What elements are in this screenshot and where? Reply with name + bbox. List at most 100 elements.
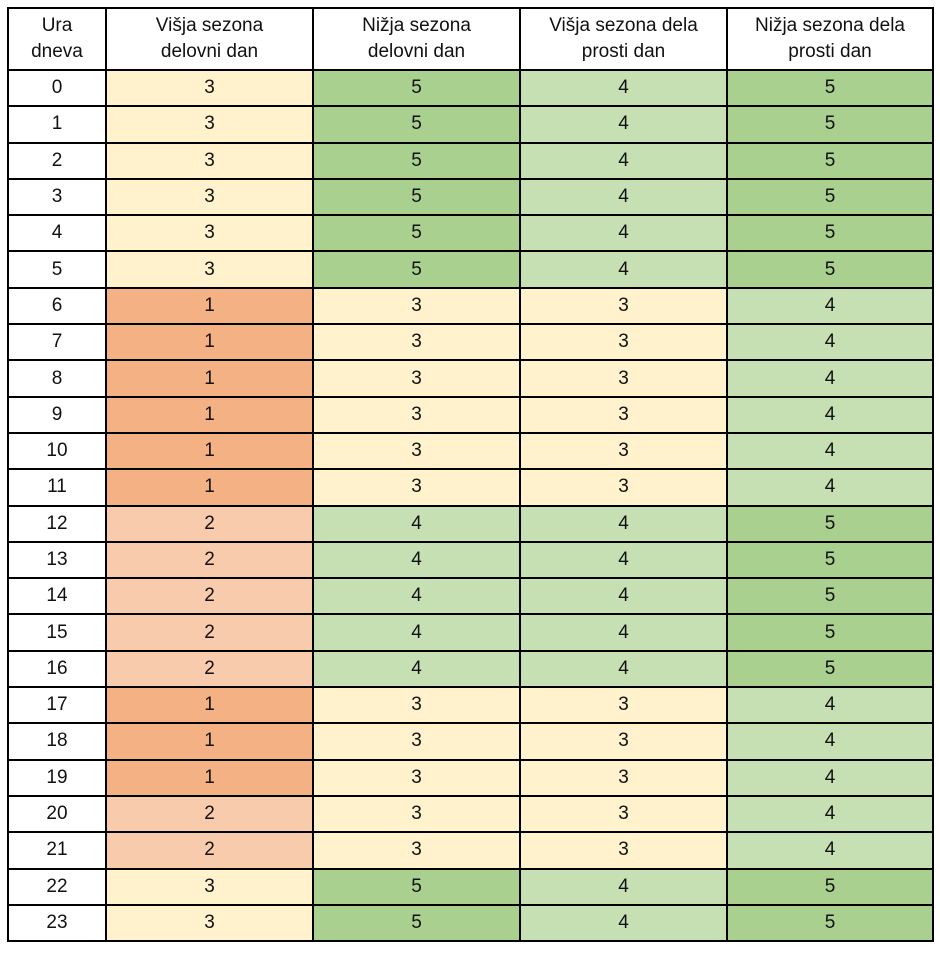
level-cell: 3 bbox=[105, 68, 314, 108]
level-cell: 4 bbox=[726, 686, 934, 725]
level-cell: 3 bbox=[105, 141, 314, 180]
level-cell: 1 bbox=[105, 722, 314, 761]
level-cell: 4 bbox=[519, 250, 728, 289]
column-header: Ura dneva bbox=[7, 7, 107, 71]
hour-cell: 21 bbox=[7, 831, 107, 870]
level-cell: 3 bbox=[105, 105, 314, 144]
level-cell: 3 bbox=[105, 867, 314, 906]
table-row: 10 1 3 3 4 bbox=[7, 431, 934, 471]
level-cell: 4 bbox=[726, 359, 934, 398]
level-cell: 4 bbox=[312, 649, 521, 689]
level-cell: 5 bbox=[726, 577, 934, 616]
hour-cell: 5 bbox=[7, 250, 107, 289]
level-cell: 5 bbox=[312, 105, 521, 144]
level-cell: 5 bbox=[312, 250, 521, 289]
table-head: Ura dneva Višja sezona delovni dan Nižja s… bbox=[7, 7, 934, 71]
hour-cell: 12 bbox=[7, 504, 107, 543]
table-row: 17 1 3 3 4 bbox=[7, 686, 934, 725]
table-row: 20 2 3 3 4 bbox=[7, 794, 934, 834]
level-cell: 1 bbox=[105, 286, 314, 326]
level-cell: 4 bbox=[519, 504, 728, 543]
hour-cell: 8 bbox=[7, 359, 107, 398]
column-header: Višja sezona delovni dan bbox=[105, 7, 314, 71]
table-row: 16 2 4 4 5 bbox=[7, 649, 934, 689]
level-cell: 5 bbox=[726, 867, 934, 906]
level-cell: 2 bbox=[105, 504, 314, 543]
level-cell: 3 bbox=[312, 722, 521, 761]
level-cell: 3 bbox=[519, 686, 728, 725]
table-row: 18 1 3 3 4 bbox=[7, 722, 934, 761]
level-cell: 5 bbox=[726, 177, 934, 217]
level-cell: 4 bbox=[519, 577, 728, 616]
table-row: 21 2 3 3 4 bbox=[7, 831, 934, 870]
level-cell: 4 bbox=[519, 68, 728, 108]
level-cell: 3 bbox=[519, 431, 728, 471]
level-cell: 4 bbox=[312, 504, 521, 543]
table-row: 14 2 4 4 5 bbox=[7, 577, 934, 616]
level-cell: 4 bbox=[519, 540, 728, 580]
level-cell: 4 bbox=[519, 105, 728, 144]
hour-cell: 11 bbox=[7, 468, 107, 507]
level-cell: 1 bbox=[105, 468, 314, 507]
table-row: 15 2 4 4 5 bbox=[7, 613, 934, 652]
hour-cell: 14 bbox=[7, 577, 107, 616]
level-cell: 5 bbox=[726, 613, 934, 652]
level-cell: 2 bbox=[105, 613, 314, 652]
level-cell: 3 bbox=[312, 831, 521, 870]
level-cell: 3 bbox=[312, 758, 521, 797]
level-cell: 4 bbox=[519, 903, 728, 943]
level-cell: 3 bbox=[519, 286, 728, 326]
level-cell: 4 bbox=[726, 395, 934, 434]
level-cell: 3 bbox=[519, 831, 728, 870]
level-cell: 3 bbox=[312, 686, 521, 725]
hour-cell: 22 bbox=[7, 867, 107, 906]
hour-cell: 1 bbox=[7, 105, 107, 144]
level-cell: 4 bbox=[519, 141, 728, 180]
level-cell: 2 bbox=[105, 794, 314, 834]
level-cell: 5 bbox=[726, 141, 934, 180]
hour-cell: 19 bbox=[7, 758, 107, 797]
hour-cell: 9 bbox=[7, 395, 107, 434]
hour-cell: 18 bbox=[7, 722, 107, 761]
level-cell: 4 bbox=[519, 649, 728, 689]
level-cell: 1 bbox=[105, 359, 314, 398]
level-cell: 3 bbox=[312, 323, 521, 362]
hour-cell: 15 bbox=[7, 613, 107, 652]
level-cell: 5 bbox=[312, 903, 521, 943]
level-cell: 5 bbox=[726, 903, 934, 943]
level-cell: 3 bbox=[519, 758, 728, 797]
level-cell: 4 bbox=[726, 431, 934, 471]
level-cell: 2 bbox=[105, 540, 314, 580]
table-row: 19 1 3 3 4 bbox=[7, 758, 934, 797]
level-cell: 3 bbox=[519, 468, 728, 507]
level-cell: 4 bbox=[726, 722, 934, 761]
hour-cell: 0 bbox=[7, 68, 107, 108]
level-cell: 4 bbox=[312, 613, 521, 652]
hour-cell: 10 bbox=[7, 431, 107, 471]
hour-cell: 7 bbox=[7, 323, 107, 362]
hour-cell: 20 bbox=[7, 794, 107, 834]
level-cell: 4 bbox=[726, 758, 934, 797]
column-header: Višja sezona dela prosti dan bbox=[519, 7, 728, 71]
level-cell: 5 bbox=[726, 105, 934, 144]
level-cell: 5 bbox=[312, 214, 521, 253]
column-header: Nižja sezona dela prosti dan bbox=[726, 7, 934, 71]
level-cell: 4 bbox=[726, 468, 934, 507]
hour-cell: 2 bbox=[7, 141, 107, 180]
level-cell: 1 bbox=[105, 395, 314, 434]
level-cell: 3 bbox=[105, 214, 314, 253]
level-cell: 4 bbox=[519, 214, 728, 253]
level-cell: 3 bbox=[105, 903, 314, 943]
schedule-table: Ura dneva Višja sezona delovni dan Nižja s… bbox=[7, 7, 934, 943]
level-cell: 1 bbox=[105, 431, 314, 471]
level-cell: 5 bbox=[726, 504, 934, 543]
